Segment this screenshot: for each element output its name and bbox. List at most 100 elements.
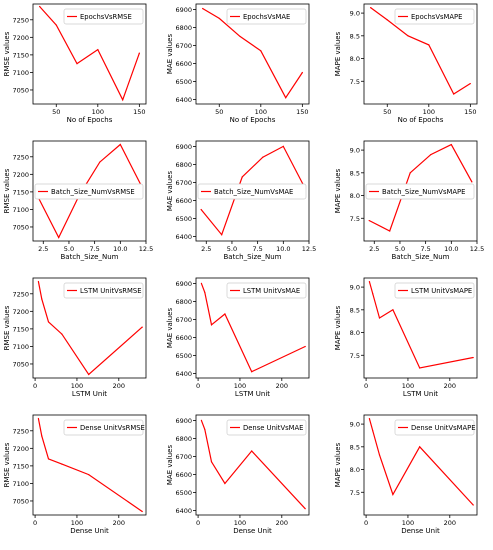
data-point <box>47 458 50 460</box>
y-tick-label: 9.0 <box>350 10 360 18</box>
legend-box <box>226 8 307 25</box>
y-tick-label: 6900 <box>175 6 192 14</box>
legend-box <box>63 8 144 25</box>
plot-frame <box>195 140 310 242</box>
y-tick-label: 6500 <box>175 489 192 497</box>
data-point <box>47 321 50 323</box>
data-point <box>61 333 63 335</box>
y-axis-label: RMSE values <box>3 31 11 76</box>
data-point <box>200 208 202 211</box>
plot-frame <box>32 140 147 242</box>
legend-label: Batch_Size_NumVsMAPE <box>382 188 465 196</box>
data-point <box>368 219 370 222</box>
y-axis-label: RMSE values <box>3 442 11 487</box>
chart-panel: 7050 7100 7150 7200 7250 0 100 200 LSTM Unit RMSE… <box>3 277 147 398</box>
x-tick-label: 0 <box>33 519 37 527</box>
chart-panel: 6400 6500 6600 6700 6800 6900 50 100 150 No of Ep… <box>166 3 310 124</box>
data-point <box>428 44 430 46</box>
x-tick-label: 10.0 <box>113 245 127 253</box>
y-axis-label: RMSE values <box>3 305 11 350</box>
legend-label: LSTM UnitVsRMSE <box>80 287 142 295</box>
data-point <box>301 71 303 74</box>
y-tick-label: 7100 <box>12 206 29 214</box>
data-point <box>39 5 41 8</box>
y-axis-label: MAE values <box>166 34 174 75</box>
y-tick-label: 8.0 <box>350 192 360 200</box>
x-tick-label: 100 <box>402 519 414 527</box>
x-axis-label: Batch_Size_Num <box>224 253 282 261</box>
data-point <box>218 17 220 20</box>
data-point <box>251 371 253 373</box>
legend: LSTM UnitVsMAE <box>226 282 307 299</box>
y-tick-label: 7.5 <box>350 78 360 86</box>
chart-panel: 7.5 8.0 8.5 9.0 50 100 150 No of Epochs MAPE val… <box>334 3 478 124</box>
series-line <box>37 281 143 376</box>
y-tick-label: 6600 <box>175 471 192 479</box>
chart-panel: 7050 7100 7150 7200 7250 0 100 200 Dense Unit RMS… <box>3 414 147 535</box>
data-point <box>41 435 43 437</box>
y-axis-label: MAE values <box>166 445 174 486</box>
x-axis-label: Batch_Size_Num <box>61 253 119 261</box>
y-tick-label: 7250 <box>12 153 29 161</box>
y-tick-label: 7150 <box>12 51 29 59</box>
legend-box <box>226 282 307 299</box>
x-axis-label: LSTM Unit <box>72 390 107 398</box>
x-tick-label: 2.5 <box>38 245 48 253</box>
y-tick-label: 7150 <box>12 462 29 470</box>
y-tick-label: 8.0 <box>350 55 360 63</box>
series-line <box>200 420 306 510</box>
data-point <box>389 230 391 232</box>
y-tick-label: 6600 <box>175 197 192 205</box>
y-tick-label: 7.5 <box>350 352 360 360</box>
x-axis-label: LSTM Unit <box>403 390 438 398</box>
y-tick-label: 8.5 <box>350 443 360 451</box>
data-point <box>210 324 213 326</box>
data-point <box>372 293 374 295</box>
legend: EpochsVsMAE <box>226 8 307 25</box>
x-tick-label: 100 <box>402 382 414 390</box>
data-point <box>41 298 43 300</box>
y-tick-label: 6700 <box>175 316 192 324</box>
x-tick-label: 10.0 <box>444 245 458 253</box>
y-tick-label: 7150 <box>12 325 29 333</box>
legend-box <box>226 419 307 436</box>
data-point <box>251 450 253 452</box>
series-line <box>202 7 303 99</box>
x-tick-label: 200 <box>276 519 288 527</box>
y-tick-label: 6600 <box>175 60 192 68</box>
y-tick-label: 7200 <box>12 445 29 453</box>
data-point <box>141 326 143 328</box>
y-tick-label: 6900 <box>175 280 192 288</box>
data-point <box>119 143 121 146</box>
x-tick-label: 7.5 <box>89 245 99 253</box>
y-tick-label: 6400 <box>175 233 192 241</box>
legend: EpochsVsMAPE <box>394 8 475 25</box>
legend-box <box>394 419 475 436</box>
chart-panel: 7050 7100 7150 7200 7250 2.5 5.0 7.5 10.0 12.5 Bat… <box>3 140 153 261</box>
data-point <box>138 52 140 54</box>
data-point <box>409 172 411 174</box>
x-tick-label: 150 <box>464 108 476 116</box>
data-point <box>61 463 63 465</box>
data-point <box>200 282 203 285</box>
x-tick-label: 100 <box>423 108 435 116</box>
x-tick-label: 100 <box>71 519 83 527</box>
legend-label: EpochsVsRMSE <box>80 13 132 21</box>
legend-label: LSTM UnitVsMAE <box>243 287 300 295</box>
chart-panel: 7.5 8.0 8.5 9.0 2.5 5.0 7.5 10.0 12.5 Batch_Size_… <box>334 140 484 261</box>
x-axis-label: Dense Unit <box>70 527 109 535</box>
series-line <box>368 418 474 506</box>
plot-frame <box>363 414 478 516</box>
legend: Dense UnitVsMAPE <box>394 419 476 436</box>
x-tick-label: 50 <box>215 108 223 116</box>
data-point <box>304 345 306 348</box>
y-tick-label: 7050 <box>12 86 29 94</box>
y-tick-label: 7150 <box>12 188 29 196</box>
data-point <box>372 430 374 432</box>
data-point <box>262 156 264 158</box>
plot-frame <box>363 140 478 242</box>
x-tick-label: 150 <box>133 108 145 116</box>
y-tick-label: 9.0 <box>350 284 360 292</box>
x-axis-label: Dense Unit <box>401 527 440 535</box>
data-point <box>241 176 243 178</box>
